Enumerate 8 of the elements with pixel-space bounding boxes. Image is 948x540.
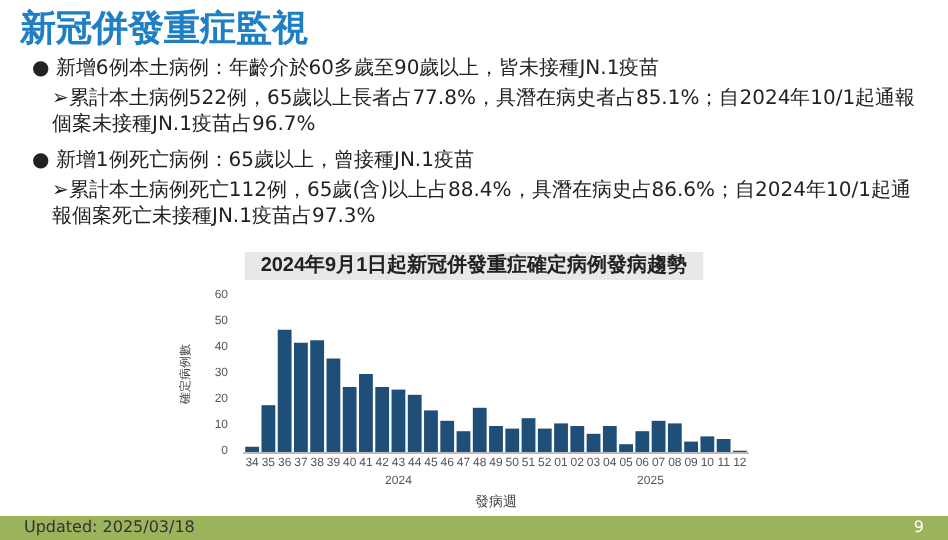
text: ➢累計本土病例死亡112例，65歲(含)以上占88.4%，具潛在病史占86.6%；自2024年10/1起通報個案死亡未接種JN.1疫苗占97.3% bbox=[50, 178, 913, 230]
text: Updated: 2025/03/18 bbox=[24, 518, 195, 536]
chart-title: 新冠併發重症監視 bbox=[20, 6, 308, 52]
text: ● 新增6例本土病例：年齡介於60多歲至90歲以上，皆未接種JN.1疫苗 bbox=[32, 56, 662, 82]
text: ➢累計本土病例522例，65歲以上長者占77.8%，具潛在病史者占85.1%；自2024年10/1起通報個案未接種JN.1疫苗占96.7% bbox=[50, 86, 918, 138]
text: ● 新增1例死亡病例：65歲以上，曾接種JN.1疫苗 bbox=[32, 148, 476, 174]
chart-subtitle: 2024年9月1日起新冠併發重症確定病例發病趨勢 bbox=[260, 253, 688, 277]
text: 9 bbox=[913, 518, 924, 536]
